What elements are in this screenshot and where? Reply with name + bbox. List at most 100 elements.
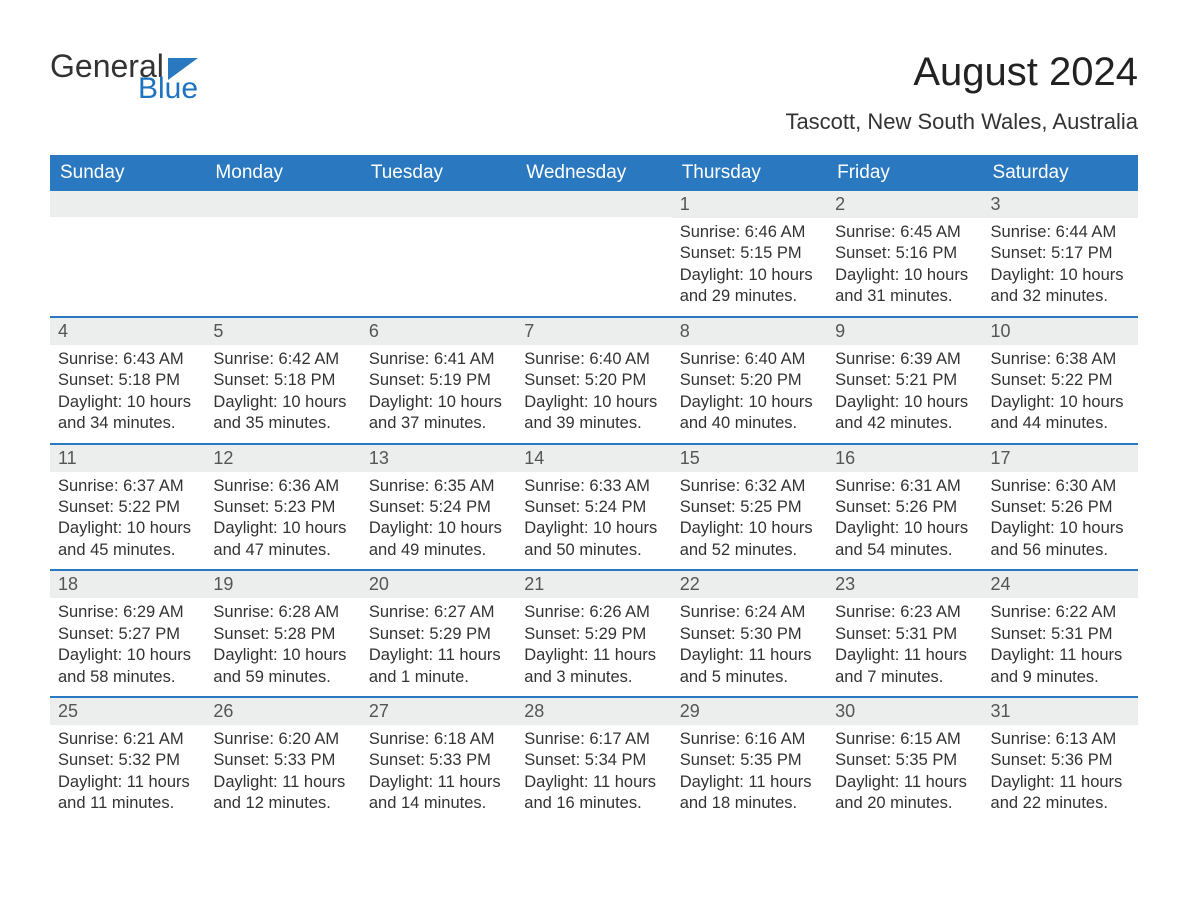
calendar-cell: 26Sunrise: 6:20 AMSunset: 5:33 PMDayligh… (205, 698, 360, 823)
sunset-text: Sunset: 5:19 PM (369, 370, 508, 391)
cell-body: Sunrise: 6:31 AMSunset: 5:26 PMDaylight:… (827, 472, 982, 570)
day-number: 26 (205, 698, 360, 725)
day-header: Wednesday (516, 155, 671, 191)
cell-body: Sunrise: 6:37 AMSunset: 5:22 PMDaylight:… (50, 472, 205, 570)
sunrise-text: Sunrise: 6:35 AM (369, 476, 508, 497)
cell-body: Sunrise: 6:43 AMSunset: 5:18 PMDaylight:… (50, 345, 205, 443)
daylight-text: Daylight: 10 hours and 52 minutes. (680, 518, 819, 561)
day-number: 30 (827, 698, 982, 725)
sunset-text: Sunset: 5:26 PM (835, 497, 974, 518)
calendar-cell: 3Sunrise: 6:44 AMSunset: 5:17 PMDaylight… (983, 191, 1138, 316)
calendar-cell (516, 191, 671, 316)
day-header: Friday (827, 155, 982, 191)
sunrise-text: Sunrise: 6:16 AM (680, 729, 819, 750)
daylight-text: Daylight: 10 hours and 58 minutes. (58, 645, 197, 688)
cell-body: Sunrise: 6:30 AMSunset: 5:26 PMDaylight:… (983, 472, 1138, 570)
calendar-cell (361, 191, 516, 316)
sunrise-text: Sunrise: 6:39 AM (835, 349, 974, 370)
calendar-cell: 11Sunrise: 6:37 AMSunset: 5:22 PMDayligh… (50, 445, 205, 570)
sunset-text: Sunset: 5:21 PM (835, 370, 974, 391)
daylight-text: Daylight: 10 hours and 54 minutes. (835, 518, 974, 561)
daylight-text: Daylight: 11 hours and 9 minutes. (991, 645, 1130, 688)
sunrise-text: Sunrise: 6:40 AM (524, 349, 663, 370)
day-number (50, 191, 205, 217)
cell-body: Sunrise: 6:40 AMSunset: 5:20 PMDaylight:… (672, 345, 827, 443)
sunrise-text: Sunrise: 6:26 AM (524, 602, 663, 623)
sunrise-text: Sunrise: 6:15 AM (835, 729, 974, 750)
daylight-text: Daylight: 11 hours and 20 minutes. (835, 772, 974, 815)
calendar-cell: 8Sunrise: 6:40 AMSunset: 5:20 PMDaylight… (672, 318, 827, 443)
day-number: 15 (672, 445, 827, 472)
daylight-text: Daylight: 11 hours and 16 minutes. (524, 772, 663, 815)
day-header: Tuesday (361, 155, 516, 191)
sunrise-text: Sunrise: 6:44 AM (991, 222, 1130, 243)
day-number: 27 (361, 698, 516, 725)
calendar-cell: 5Sunrise: 6:42 AMSunset: 5:18 PMDaylight… (205, 318, 360, 443)
sunset-text: Sunset: 5:30 PM (680, 624, 819, 645)
cell-body: Sunrise: 6:21 AMSunset: 5:32 PMDaylight:… (50, 725, 205, 823)
daylight-text: Daylight: 10 hours and 37 minutes. (369, 392, 508, 435)
daylight-text: Daylight: 11 hours and 12 minutes. (213, 772, 352, 815)
cell-body: Sunrise: 6:32 AMSunset: 5:25 PMDaylight:… (672, 472, 827, 570)
day-number: 18 (50, 571, 205, 598)
calendar-cell: 29Sunrise: 6:16 AMSunset: 5:35 PMDayligh… (672, 698, 827, 823)
calendar-cell: 10Sunrise: 6:38 AMSunset: 5:22 PMDayligh… (983, 318, 1138, 443)
calendar-cell: 23Sunrise: 6:23 AMSunset: 5:31 PMDayligh… (827, 571, 982, 696)
calendar-cell: 7Sunrise: 6:40 AMSunset: 5:20 PMDaylight… (516, 318, 671, 443)
cell-body: Sunrise: 6:42 AMSunset: 5:18 PMDaylight:… (205, 345, 360, 443)
cell-body: Sunrise: 6:28 AMSunset: 5:28 PMDaylight:… (205, 598, 360, 696)
day-number: 11 (50, 445, 205, 472)
day-header: Sunday (50, 155, 205, 191)
calendar-cell: 22Sunrise: 6:24 AMSunset: 5:30 PMDayligh… (672, 571, 827, 696)
day-number: 19 (205, 571, 360, 598)
sunset-text: Sunset: 5:29 PM (369, 624, 508, 645)
daylight-text: Daylight: 10 hours and 44 minutes. (991, 392, 1130, 435)
calendar-cell: 12Sunrise: 6:36 AMSunset: 5:23 PMDayligh… (205, 445, 360, 570)
sunset-text: Sunset: 5:28 PM (213, 624, 352, 645)
day-header: Saturday (983, 155, 1138, 191)
calendar-cell: 15Sunrise: 6:32 AMSunset: 5:25 PMDayligh… (672, 445, 827, 570)
calendar: Sunday Monday Tuesday Wednesday Thursday… (50, 155, 1138, 823)
day-number: 7 (516, 318, 671, 345)
calendar-cell: 31Sunrise: 6:13 AMSunset: 5:36 PMDayligh… (983, 698, 1138, 823)
daylight-text: Daylight: 11 hours and 18 minutes. (680, 772, 819, 815)
calendar-cell: 19Sunrise: 6:28 AMSunset: 5:28 PMDayligh… (205, 571, 360, 696)
sunset-text: Sunset: 5:24 PM (369, 497, 508, 518)
sunrise-text: Sunrise: 6:42 AM (213, 349, 352, 370)
daylight-text: Daylight: 10 hours and 34 minutes. (58, 392, 197, 435)
sunrise-text: Sunrise: 6:24 AM (680, 602, 819, 623)
sunrise-text: Sunrise: 6:32 AM (680, 476, 819, 497)
day-number: 24 (983, 571, 1138, 598)
calendar-cell: 18Sunrise: 6:29 AMSunset: 5:27 PMDayligh… (50, 571, 205, 696)
page-header: General Blue August 2024 Tascott, New So… (50, 50, 1138, 147)
daylight-text: Daylight: 11 hours and 7 minutes. (835, 645, 974, 688)
day-number: 20 (361, 571, 516, 598)
day-number: 28 (516, 698, 671, 725)
day-number: 9 (827, 318, 982, 345)
day-number: 3 (983, 191, 1138, 218)
sunrise-text: Sunrise: 6:45 AM (835, 222, 974, 243)
day-number: 2 (827, 191, 982, 218)
cell-body: Sunrise: 6:35 AMSunset: 5:24 PMDaylight:… (361, 472, 516, 570)
sunset-text: Sunset: 5:24 PM (524, 497, 663, 518)
location-subtitle: Tascott, New South Wales, Australia (785, 109, 1138, 135)
sunset-text: Sunset: 5:15 PM (680, 243, 819, 264)
calendar-cell: 27Sunrise: 6:18 AMSunset: 5:33 PMDayligh… (361, 698, 516, 823)
day-number: 6 (361, 318, 516, 345)
day-number (516, 191, 671, 217)
cell-body: Sunrise: 6:45 AMSunset: 5:16 PMDaylight:… (827, 218, 982, 316)
day-number: 17 (983, 445, 1138, 472)
cell-body: Sunrise: 6:15 AMSunset: 5:35 PMDaylight:… (827, 725, 982, 823)
sunset-text: Sunset: 5:33 PM (369, 750, 508, 771)
sunset-text: Sunset: 5:25 PM (680, 497, 819, 518)
sunrise-text: Sunrise: 6:17 AM (524, 729, 663, 750)
cell-body (50, 217, 205, 229)
daylight-text: Daylight: 11 hours and 3 minutes. (524, 645, 663, 688)
sunrise-text: Sunrise: 6:13 AM (991, 729, 1130, 750)
calendar-cell: 16Sunrise: 6:31 AMSunset: 5:26 PMDayligh… (827, 445, 982, 570)
cell-body (516, 217, 671, 229)
cell-body: Sunrise: 6:38 AMSunset: 5:22 PMDaylight:… (983, 345, 1138, 443)
sunset-text: Sunset: 5:22 PM (991, 370, 1130, 391)
cell-body (205, 217, 360, 229)
cell-body: Sunrise: 6:41 AMSunset: 5:19 PMDaylight:… (361, 345, 516, 443)
